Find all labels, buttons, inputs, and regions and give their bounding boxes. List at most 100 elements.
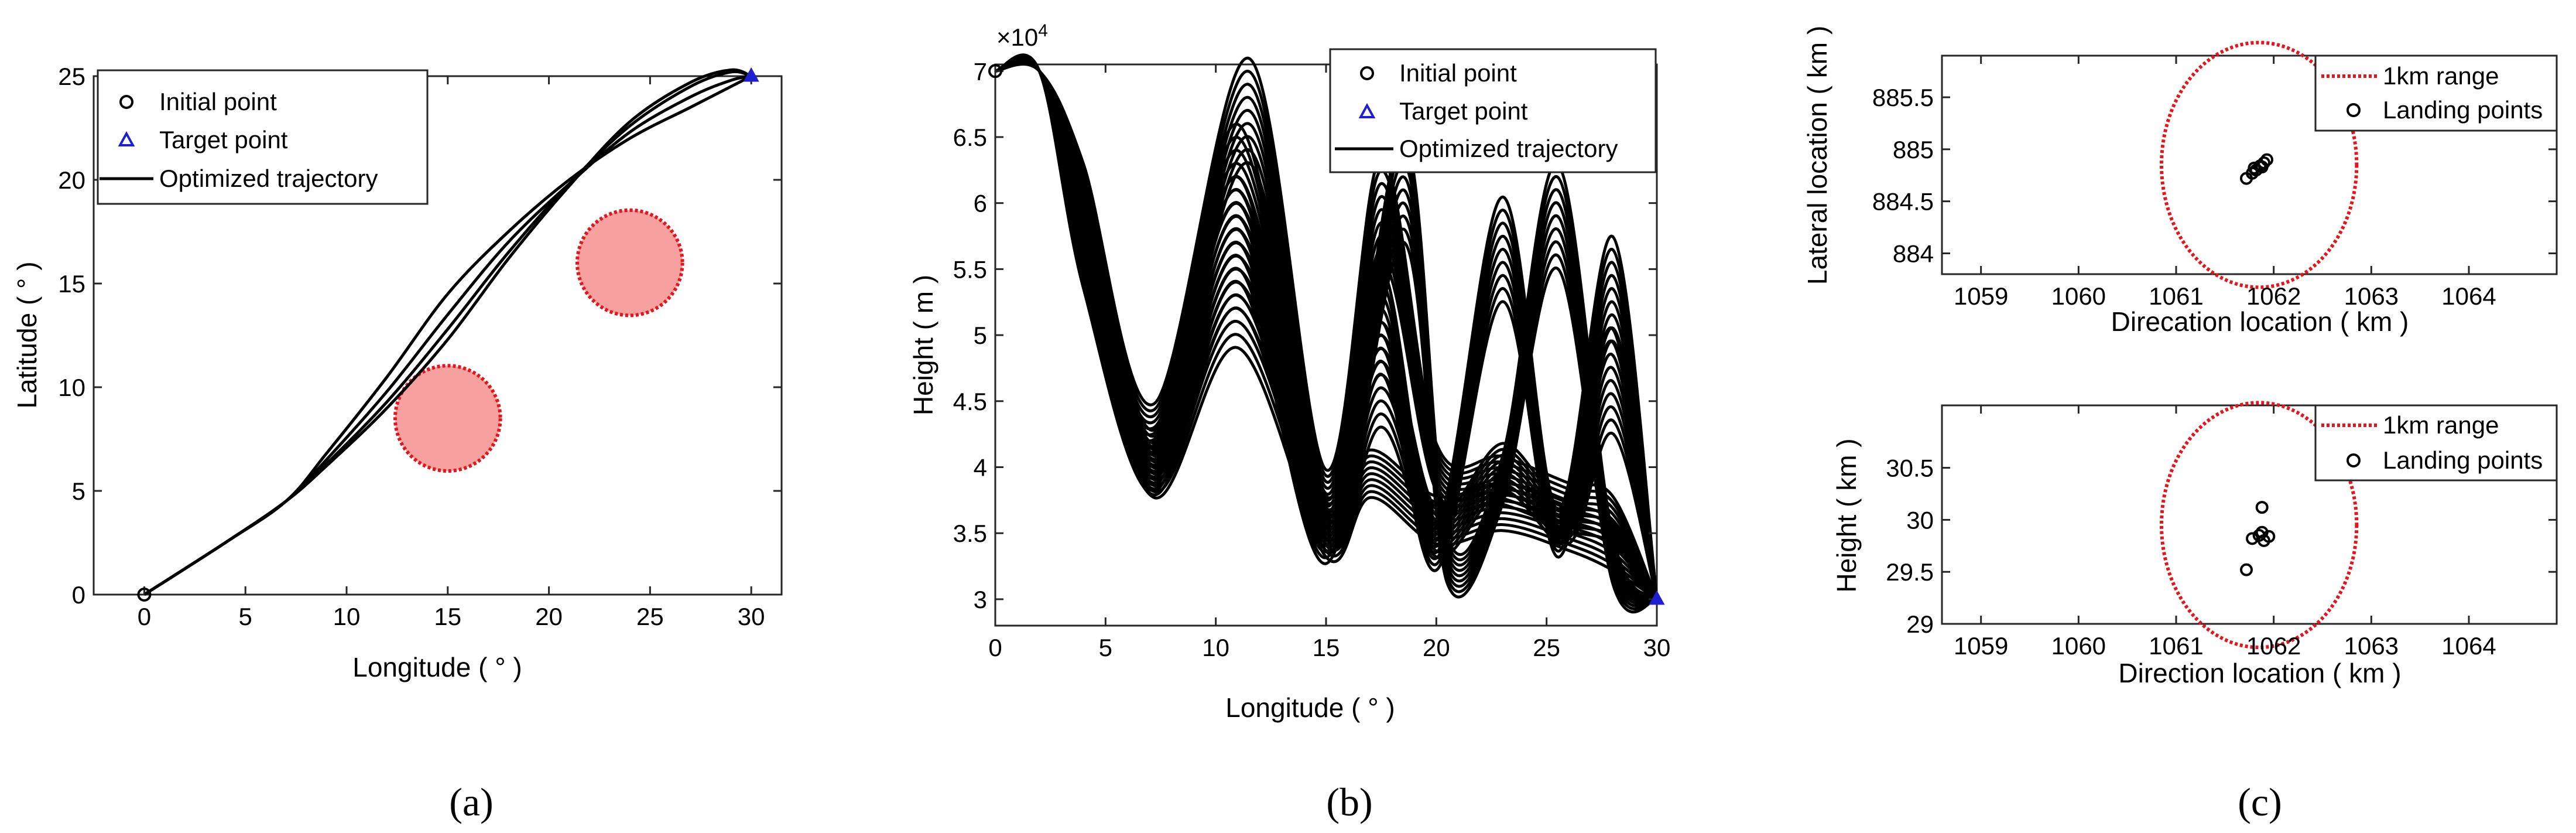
legend-target-marker [1358,103,1376,118]
target-point-marker [1649,590,1665,605]
panel-a-xtick-label: 25 [636,603,664,630]
panel-c-top-ytick-label: 885.5 [1872,84,1934,111]
panel-c-top-xtick-label: 1059 [1954,282,2008,310]
panel-b-ytick-label: 3.5 [953,520,987,547]
trajectory-line [995,57,1659,600]
panel-c-bottom-axes-box [1941,404,2558,625]
initial-point-marker [988,64,1002,78]
panel-c-bottom-xtick-label: 1063 [2344,632,2399,660]
panel-a-xtick-label: 15 [434,603,461,630]
panel-c-bottom-xtick-label: 1059 [1954,632,2008,660]
legend-landing-label: Landing points [2383,96,2543,124]
panel-a-ytick-label: 0 [72,581,85,609]
panel-c-bottom-ytick-label: 30 [1906,506,1934,534]
legend-landing-marker [2347,453,2361,467]
panel-b-y-exponent: ×104 [996,21,1048,51]
panel-c-bottom-landing-point [2246,532,2259,545]
panel-a-ylabel: Latitude ( ° ) [12,261,42,408]
panel-c-top-ytick-label: 884.5 [1872,188,1934,216]
panel-a-xtick-label: 0 [138,603,151,630]
panel-c-bottom-landing-point [2255,501,2269,514]
legend-range-label: 1km range [2383,62,2499,90]
panel-c-bottom-xtick-label: 1064 [2441,632,2496,660]
panel-c-top-landing-point [2248,161,2261,175]
legend-initial-label: Initial point [1399,59,1517,87]
legend-trajectory-label: Optimized trajectory [159,165,378,192]
panel-c-bottom-ytick-label: 29.5 [1886,558,1934,586]
panel-c-top-ytick-label: 885 [1893,136,1934,163]
panel-a-ytick-label: 25 [58,63,85,90]
trajectory-line [995,59,1659,600]
panel-b-ytick-label: 3 [974,586,987,613]
panel-b-xtick-label: 5 [1099,634,1112,661]
panel-b-ytick-label: 4.5 [953,388,987,415]
panel-b-ytick-label: 7 [974,57,987,85]
panel-b-xtick-label: 30 [1643,634,1671,661]
panel-c-top-xtick-label: 1061 [2149,282,2203,310]
panel-a-ytick-label: 10 [58,374,85,401]
no-fly-zone [393,364,502,473]
panel-a-legend: Initial point Target point Optimized tra… [97,69,429,205]
legend-target-marker [118,131,135,146]
panel-c-bottom-xtick-label: 1061 [2149,632,2203,660]
no-fly-zone [575,208,684,318]
panel-b-xlabel: Longitude ( ° ) [1225,692,1395,723]
panel-c-bottom-ylabel: Height ( km ) [1831,438,1862,592]
initial-point-marker [137,588,152,602]
panel-c-bottom-ytick-label: 29 [1906,610,1934,638]
panel-b-ytick-label: 6.5 [953,124,987,151]
panel-c-bottom-xtick-label: 1060 [2051,632,2106,660]
panel-b-ytick-label: 5.5 [953,255,987,283]
legend-landing-marker [2347,103,2361,117]
panel-a-ytick-label: 5 [72,477,85,505]
panel-a-axes-box [93,75,783,596]
panel-c-bottom-landing-point [2255,525,2269,539]
trajectory-line [995,60,1659,600]
panel-c-bottom-range-circle [2160,401,2359,650]
panel-a-ytick-label: 15 [58,270,85,298]
panel-b-legend: Initial point Target point Optimized tra… [1329,48,1657,173]
panel-b-ytick-label: 6 [974,190,987,217]
panel-c-bottom-xlabel: Direction location ( km ) [2118,658,2401,688]
legend-initial-marker [119,95,133,109]
panel-c-bottom-xtick-label: 1062 [2246,632,2301,660]
trajectory-line [995,57,1659,600]
panel-c-top-xtick-label: 1064 [2441,282,2496,310]
panel-c-top-legend: 1km range Landing points [2314,54,2558,132]
panel-c-top: 1059 1060 1061 1062 1063 1064 884 884.5 885 885.… [1802,26,2558,824]
trajectory-line [995,56,1659,600]
trajectory-line [995,53,1659,600]
panel-a-xtick-label: 5 [239,603,252,630]
panel-c-top-ytick-label: 884 [1893,240,1934,267]
trajectory-line [995,61,1659,600]
trajectory-line [995,58,1659,600]
panel-a-ytick-label: 20 [58,166,85,194]
panel-a-xtick-label: 30 [738,603,765,630]
trajectory-line [143,68,752,596]
trajectory-line [995,55,1659,600]
legend-initial-marker [1360,66,1374,80]
panel-b-xtick-label: 20 [1423,634,1450,661]
panel-b-xtick-label: 25 [1533,634,1560,661]
panel-b-xtick-label: 0 [988,634,1002,661]
panel-c-bottom-ytick-label: 30.5 [1886,455,1934,482]
legend-target-label: Target point [159,126,288,153]
panel-c-bottom: 1059 1060 1061 1062 1063 1064 29 29.5 30 30.5 Di… [1831,401,2558,688]
panel-c-top-xtick-label: 1063 [2344,282,2399,310]
legend-range-label: 1km range [2383,411,2499,439]
panel-b-y-exponent-power: 4 [1038,21,1048,40]
panel-c-top-xtick-label: 1062 [2246,282,2301,310]
panel-b-ylabel: Height ( m ) [908,275,938,415]
panel-b-xtick-label: 15 [1313,634,1340,661]
panel-c-caption: (c) [2238,780,2282,824]
panel-a-caption: (a) [449,780,493,824]
panel-c-bottom-landing-point [2240,563,2253,576]
panel-b: 0 5 10 15 20 25 30 3 3.5 4 4.5 5 5.5 6 6.5 7 ×104 Long… [908,21,1670,824]
panel-b-ytick-label: 5 [974,322,987,349]
panel-c-top-range-circle [2160,40,2359,289]
legend-initial-label: Initial point [159,88,277,115]
panel-c-top-landing-point [2255,161,2269,174]
panel-a-xlabel: Longitude ( ° ) [352,652,522,682]
